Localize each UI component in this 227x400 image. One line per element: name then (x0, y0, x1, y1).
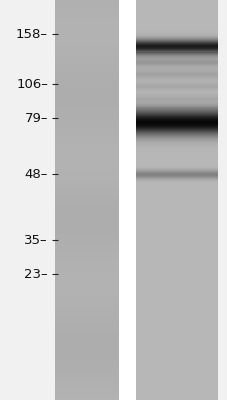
Text: 23–: 23– (24, 268, 48, 280)
Text: 106–: 106– (16, 78, 48, 90)
Text: 35–: 35– (24, 234, 48, 246)
Text: 48–: 48– (25, 168, 48, 180)
Text: 158–: 158– (16, 28, 48, 40)
Text: 79–: 79– (24, 112, 48, 124)
